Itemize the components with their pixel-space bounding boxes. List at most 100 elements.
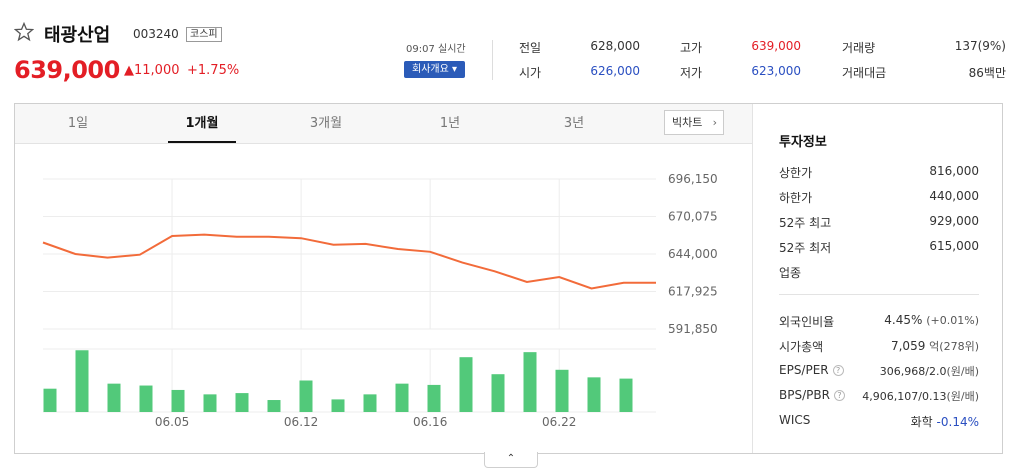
volume-bar <box>235 393 249 412</box>
divider <box>779 294 979 295</box>
low-value: 623,000 <box>751 64 801 78</box>
trade-amount-value: 86백만 <box>968 66 1006 80</box>
tab-1day[interactable]: 1일 <box>67 116 89 131</box>
period-tab-bar <box>15 104 752 144</box>
52w-high-label: 52주 최고 <box>779 216 832 230</box>
52w-low-value: 615,000 <box>929 239 979 253</box>
big-chart-label: 빅차트 <box>672 116 703 129</box>
volume-bar <box>331 399 345 412</box>
volume-bar <box>587 377 601 412</box>
divider <box>492 40 493 80</box>
prev-close-label: 전일 <box>519 41 542 55</box>
trade-amount-label: 거래대금 <box>842 66 887 80</box>
52w-high-value: 929,000 <box>929 214 979 228</box>
bps-pbr-label-text: BPS/PBR <box>779 388 830 402</box>
company-overview-button[interactable]: 회사개요 ▾ <box>404 61 465 78</box>
tab-3year[interactable]: 3년 <box>563 116 585 131</box>
volume-bar <box>363 394 377 412</box>
market-cap-value: 7,059 억(278위) <box>840 338 979 354</box>
stock-code: 003240 <box>133 27 179 41</box>
foreign-ratio: 4.45% <box>884 313 923 327</box>
volume-bar <box>299 380 313 412</box>
volume-bar <box>619 378 633 412</box>
volume-bar <box>523 352 537 412</box>
divider <box>752 104 753 453</box>
wics-sector[interactable]: 화학 <box>910 415 933 429</box>
open-label: 시가 <box>519 66 542 80</box>
volume-bar <box>459 357 473 412</box>
eps-per-label-text: EPS/PER <box>779 363 829 377</box>
volume-bar <box>555 369 569 412</box>
invest-info-title: 투자정보 <box>779 135 827 150</box>
volume-bar <box>171 389 185 412</box>
collapse-handle[interactable]: ⌃ <box>484 452 538 468</box>
volume-bar <box>267 400 281 412</box>
volume-bar <box>75 350 89 412</box>
x-tick-label: 06.12 <box>284 415 318 429</box>
price-chart: 696,150 670,075 644,000 617,925 591,850 06.0… <box>42 172 718 429</box>
big-chart-button[interactable]: 빅차트 › <box>664 110 724 135</box>
market-badge: 코스피 <box>186 27 222 42</box>
upper-limit-value: 816,000 <box>929 164 979 178</box>
market-cap: 7,059 <box>890 339 926 353</box>
price-change: ▲11,000 <box>124 63 180 78</box>
volume-bar <box>107 383 121 412</box>
y-tick-label: 617,925 <box>668 285 718 299</box>
bps-pbr-label: BPS/PBR? <box>779 388 845 402</box>
high-value: 639,000 <box>751 39 801 53</box>
price-line <box>42 233 656 290</box>
stock-name[interactable]: 태광산업 <box>44 25 111 46</box>
eps-per: 306,968/2.0 <box>879 365 947 378</box>
y-tick-label: 644,000 <box>668 247 718 261</box>
tab-1month[interactable]: 1개월 <box>185 116 219 131</box>
price-change-percent: +1.75% <box>187 63 240 78</box>
eps-per-label: EPS/PER? <box>779 363 844 377</box>
52w-low-label: 52주 최저 <box>779 241 832 255</box>
volume-bar <box>139 385 153 412</box>
favorite-star-icon[interactable] <box>14 22 34 42</box>
y-tick-label: 591,850 <box>668 322 718 336</box>
bps-pbr: 4,906,107/0.13 <box>862 390 947 403</box>
volume-value: 137(9%) <box>954 39 1006 53</box>
realtime-timestamp: 09:07 실시간 <box>406 44 466 55</box>
help-icon[interactable]: ? <box>832 365 844 376</box>
foreign-ratio-label: 외국인비율 <box>779 315 835 329</box>
low-label: 저가 <box>680 66 703 80</box>
volume-bar <box>395 383 409 412</box>
eps-per-unit: (원/배) <box>946 365 979 378</box>
high-label: 고가 <box>680 41 703 55</box>
current-price: 639,000 <box>14 56 120 84</box>
eps-per-value: 306,968/2.0(원/배) <box>840 363 979 379</box>
upper-limit-label: 상한가 <box>779 166 813 180</box>
industry-label: 업종 <box>779 266 802 280</box>
foreign-ratio-value: 4.45% (+0.01%) <box>840 313 979 327</box>
help-icon[interactable]: ? <box>833 390 845 401</box>
chevron-up-icon: ⌃ <box>506 453 516 464</box>
volume-bar <box>491 374 505 412</box>
tab-1year[interactable]: 1년 <box>439 116 461 131</box>
x-tick-label: 06.22 <box>542 415 576 429</box>
active-tab-indicator <box>168 141 236 143</box>
bps-pbr-value: 4,906,107/0.13(원/배) <box>840 388 979 404</box>
tab-3month[interactable]: 3개월 <box>309 116 343 131</box>
chevron-right-icon: › <box>712 116 717 129</box>
market-cap-label: 시가총액 <box>779 340 824 354</box>
bps-pbr-unit: (원/배) <box>946 390 979 403</box>
lower-limit-label: 하한가 <box>779 191 813 205</box>
volume-bar <box>427 384 441 412</box>
wics-value: 화학 -0.14% <box>840 413 979 430</box>
foreign-ratio-change: (+0.01%) <box>926 314 979 327</box>
volume-bar <box>203 394 217 412</box>
market-cap-unit: 억(278위) <box>929 340 979 353</box>
y-tick-label: 670,075 <box>668 210 718 224</box>
prev-close-value: 628,000 <box>590 39 640 53</box>
open-value: 626,000 <box>590 64 640 78</box>
x-tick-label: 06.16 <box>413 415 447 429</box>
wics-change: -0.14% <box>936 415 979 429</box>
x-tick-label: 06.05 <box>155 415 189 429</box>
y-tick-label: 696,150 <box>668 172 718 186</box>
wics-label: WICS <box>779 413 811 427</box>
volume-bar <box>43 388 57 412</box>
lower-limit-value: 440,000 <box>929 189 979 203</box>
